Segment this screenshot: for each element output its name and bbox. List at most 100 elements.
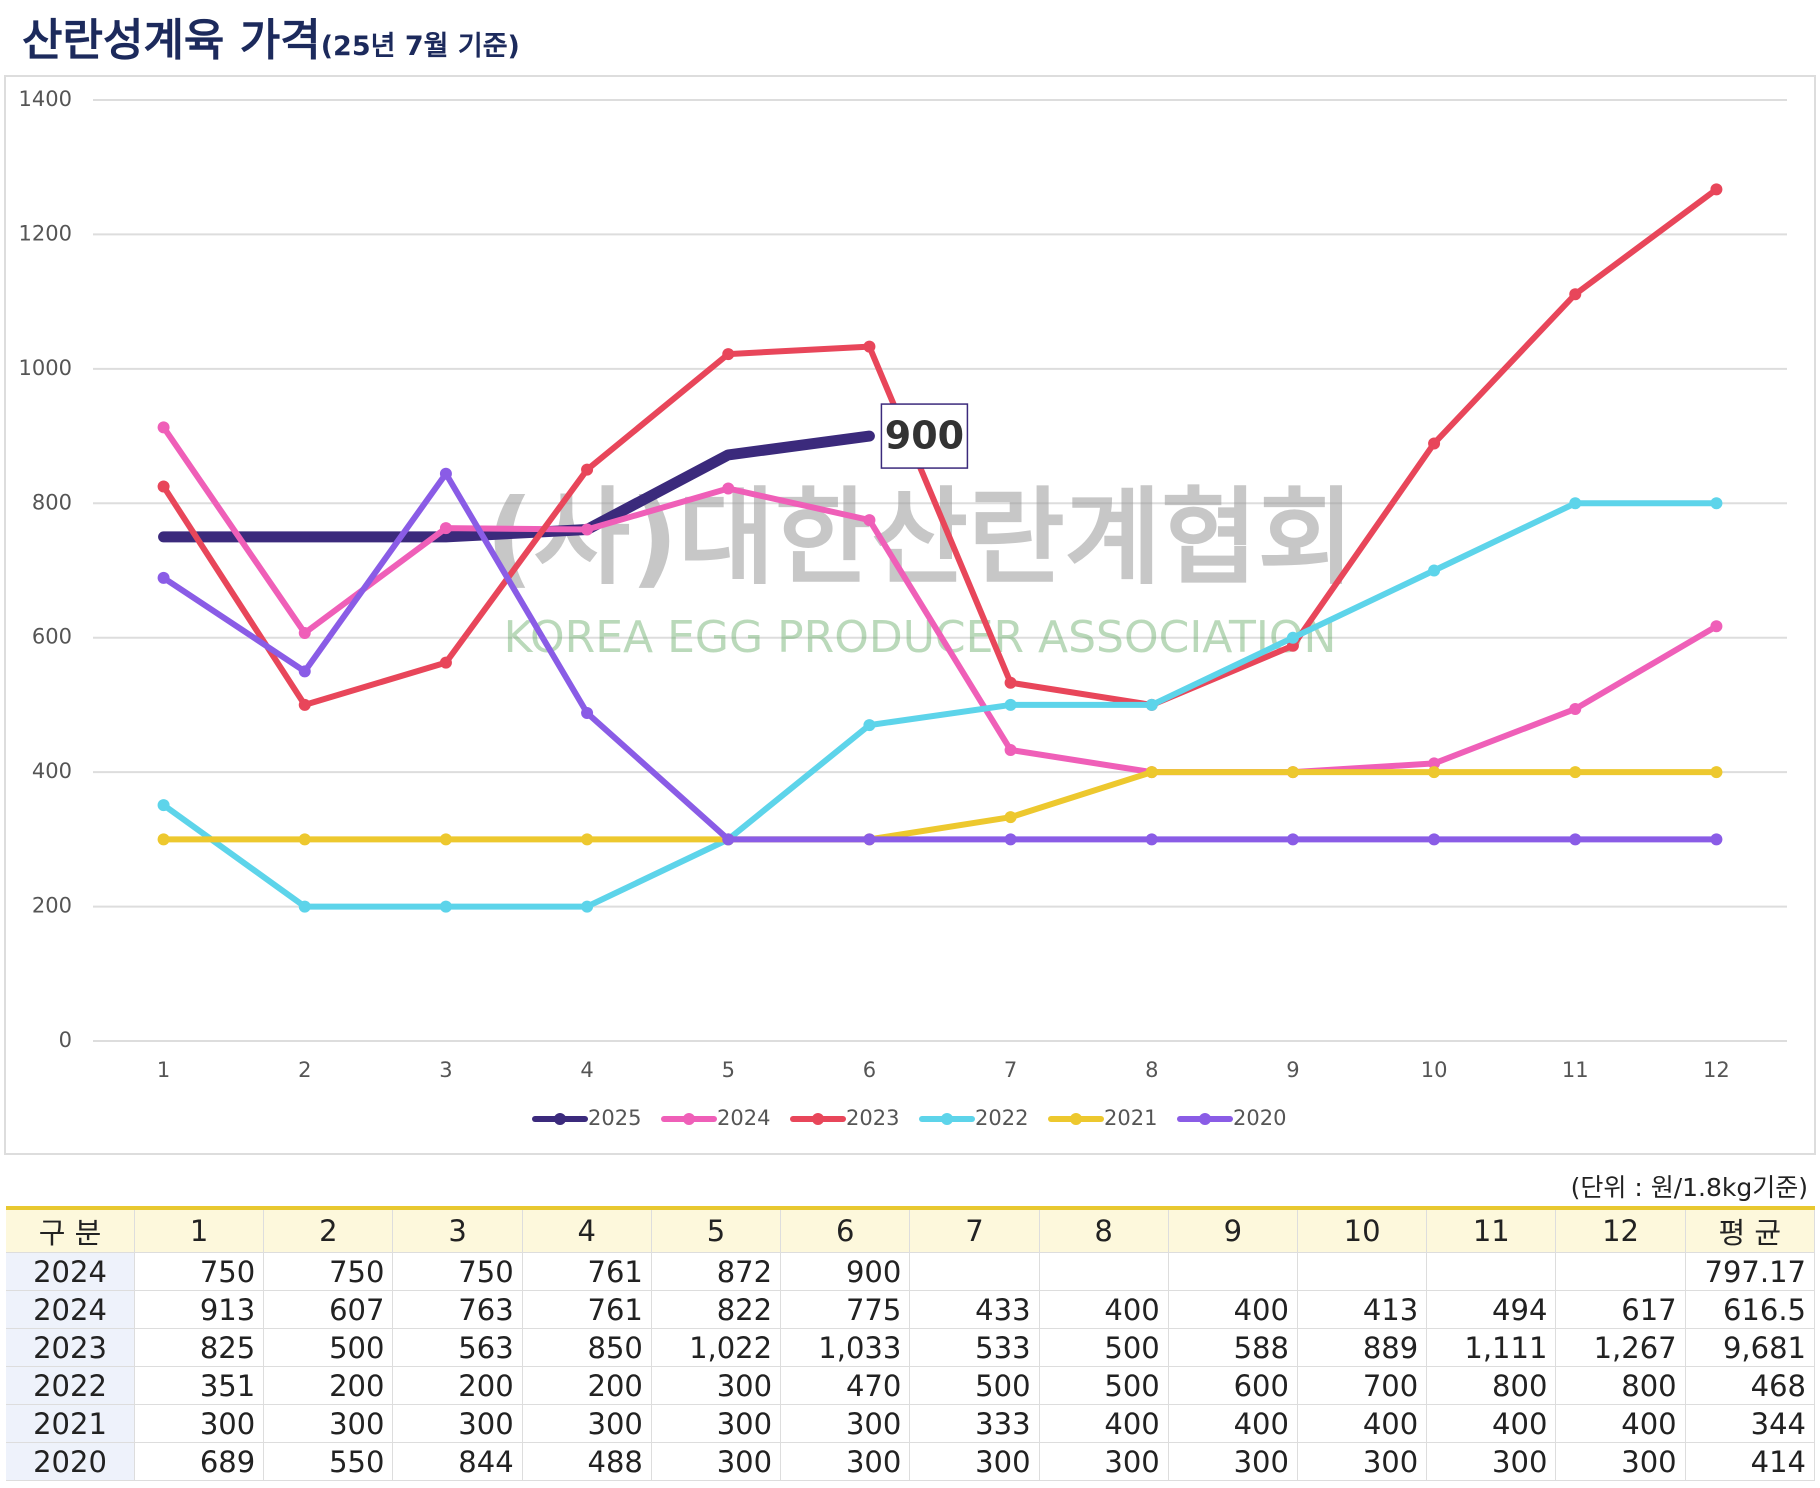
table-cell: 300 — [522, 1404, 652, 1443]
table-cell: 900 — [780, 1252, 911, 1291]
legend-label: 2020 — [1233, 1106, 1286, 1130]
table-cell: 2020 — [6, 1442, 135, 1481]
table-cell: 617 — [1555, 1290, 1686, 1329]
table-cell: 1,033 — [780, 1328, 911, 1367]
table-cell: 351 — [134, 1366, 265, 1405]
subtitle: (25년 7월 기준) — [320, 31, 520, 62]
series-point — [1710, 620, 1723, 633]
series-line — [160, 470, 1720, 843]
table-cell: 607 — [263, 1290, 394, 1329]
table-cell: 300 — [1168, 1442, 1298, 1481]
series-point — [1004, 833, 1017, 846]
series-point — [581, 523, 594, 536]
table-cell: 5 — [651, 1206, 782, 1253]
table-cell: 200 — [522, 1366, 652, 1405]
series-point — [1428, 757, 1441, 770]
y-tick-label: 200 — [32, 894, 72, 918]
table-cell: 300 — [780, 1442, 911, 1481]
table-cell: 8 — [1039, 1206, 1169, 1253]
table-cell: 913 — [134, 1290, 265, 1329]
series-point — [722, 833, 735, 846]
series-point — [1710, 183, 1723, 196]
table-cell: 2023 — [6, 1328, 135, 1367]
series-point — [439, 833, 452, 846]
table-cell: 750 — [263, 1252, 394, 1291]
x-tick-label: 7 — [1004, 1058, 1017, 1082]
table-cell: 800 — [1426, 1366, 1557, 1405]
x-tick-label: 9 — [1286, 1058, 1299, 1082]
table-cell: 300 — [780, 1404, 911, 1443]
table-cell: 300 — [651, 1366, 782, 1405]
table-cell: 300 — [263, 1404, 394, 1443]
series-point — [863, 340, 876, 353]
table-cell: 400 — [1168, 1404, 1298, 1443]
y-tick-label: 1400 — [19, 87, 72, 111]
series-point — [298, 900, 311, 913]
series-point — [298, 627, 311, 640]
series-point — [722, 482, 735, 495]
table-cell: 333 — [909, 1404, 1040, 1443]
table-cell — [1039, 1252, 1169, 1291]
series-point — [864, 431, 875, 442]
table-cell: 550 — [263, 1442, 394, 1481]
series-line — [160, 186, 1720, 708]
table-cell: 9 — [1168, 1206, 1298, 1253]
legend-label: 2023 — [846, 1106, 899, 1130]
table-cell: 300 — [1297, 1442, 1428, 1481]
table-cell: 4 — [522, 1206, 652, 1253]
table-cell — [1426, 1252, 1557, 1291]
table-cell: 500 — [1039, 1366, 1169, 1405]
series-line — [160, 769, 1720, 843]
series-point — [1428, 564, 1441, 577]
x-tick-label: 8 — [1145, 1058, 1158, 1082]
title-text: 산란성계육 가격 — [22, 15, 321, 66]
series-line — [160, 500, 1720, 910]
table-cell: 400 — [1039, 1290, 1169, 1329]
unit-note: (단위 : 원/1.8kg기준) — [1570, 1173, 1808, 1202]
legend-label: 2021 — [1104, 1106, 1157, 1130]
x-tick-label: 3 — [439, 1058, 452, 1082]
table-cell: 300 — [651, 1442, 782, 1481]
table-cell: 588 — [1168, 1328, 1298, 1367]
table-row: 2024 750 750 750 761 872 900 797.17 — [6, 1252, 1816, 1291]
series-point — [1569, 702, 1582, 715]
series-line — [158, 430, 875, 543]
table-cell: 563 — [392, 1328, 523, 1367]
y-tick-label: 1000 — [19, 356, 72, 380]
legend-dot — [812, 1113, 824, 1125]
table-cell: 470 — [780, 1366, 911, 1405]
series-point — [298, 698, 311, 711]
table-cell: 200 — [263, 1366, 394, 1405]
series-point — [1004, 811, 1017, 824]
table-cell: 616.5 — [1685, 1290, 1816, 1329]
series-point — [158, 531, 169, 542]
annotation: 900 — [885, 414, 964, 458]
table-cell: 850 — [522, 1328, 652, 1367]
table-row: 2022 351 200 200 200 300 470 500 500 600 700 800 800… — [6, 1366, 1816, 1405]
table-cell: 750 — [392, 1252, 523, 1291]
table-cell: 533 — [909, 1328, 1040, 1367]
series-point — [439, 900, 452, 913]
annotation-box — [880, 403, 969, 469]
table-cell: 825 — [134, 1328, 265, 1367]
table-cell: 2022 — [6, 1366, 135, 1405]
table-cell: 2 — [263, 1206, 394, 1253]
legend-label: 2024 — [717, 1106, 770, 1130]
table-cell: 600 — [1168, 1366, 1298, 1405]
series-point — [157, 421, 170, 434]
series-point — [1004, 698, 1017, 711]
series-point — [581, 706, 594, 719]
price-table: 구 분 1 2 3 4 5 6 7 8 9 10 11 12 평 균 2024 750 750 750 761 872… — [6, 1206, 1816, 1481]
table-cell: 400 — [1039, 1404, 1169, 1443]
table-row: 2023 825 500 563 850 1,022 1,033 533 500 588 889 1,… — [6, 1328, 1816, 1367]
table-cell: 700 — [1297, 1366, 1428, 1405]
chart-frame — [4, 75, 1816, 1155]
watermark-sub: KOREA EGG PRODUCER ASSOCIATION — [504, 612, 1337, 663]
legend-dot — [1070, 1113, 1082, 1125]
table-cell: 400 — [1555, 1404, 1686, 1443]
table-cell: 844 — [392, 1442, 523, 1481]
series-point — [1428, 833, 1441, 846]
table-cell: 413 — [1297, 1290, 1428, 1329]
table-cell: 689 — [134, 1442, 265, 1481]
series-point — [440, 531, 451, 542]
